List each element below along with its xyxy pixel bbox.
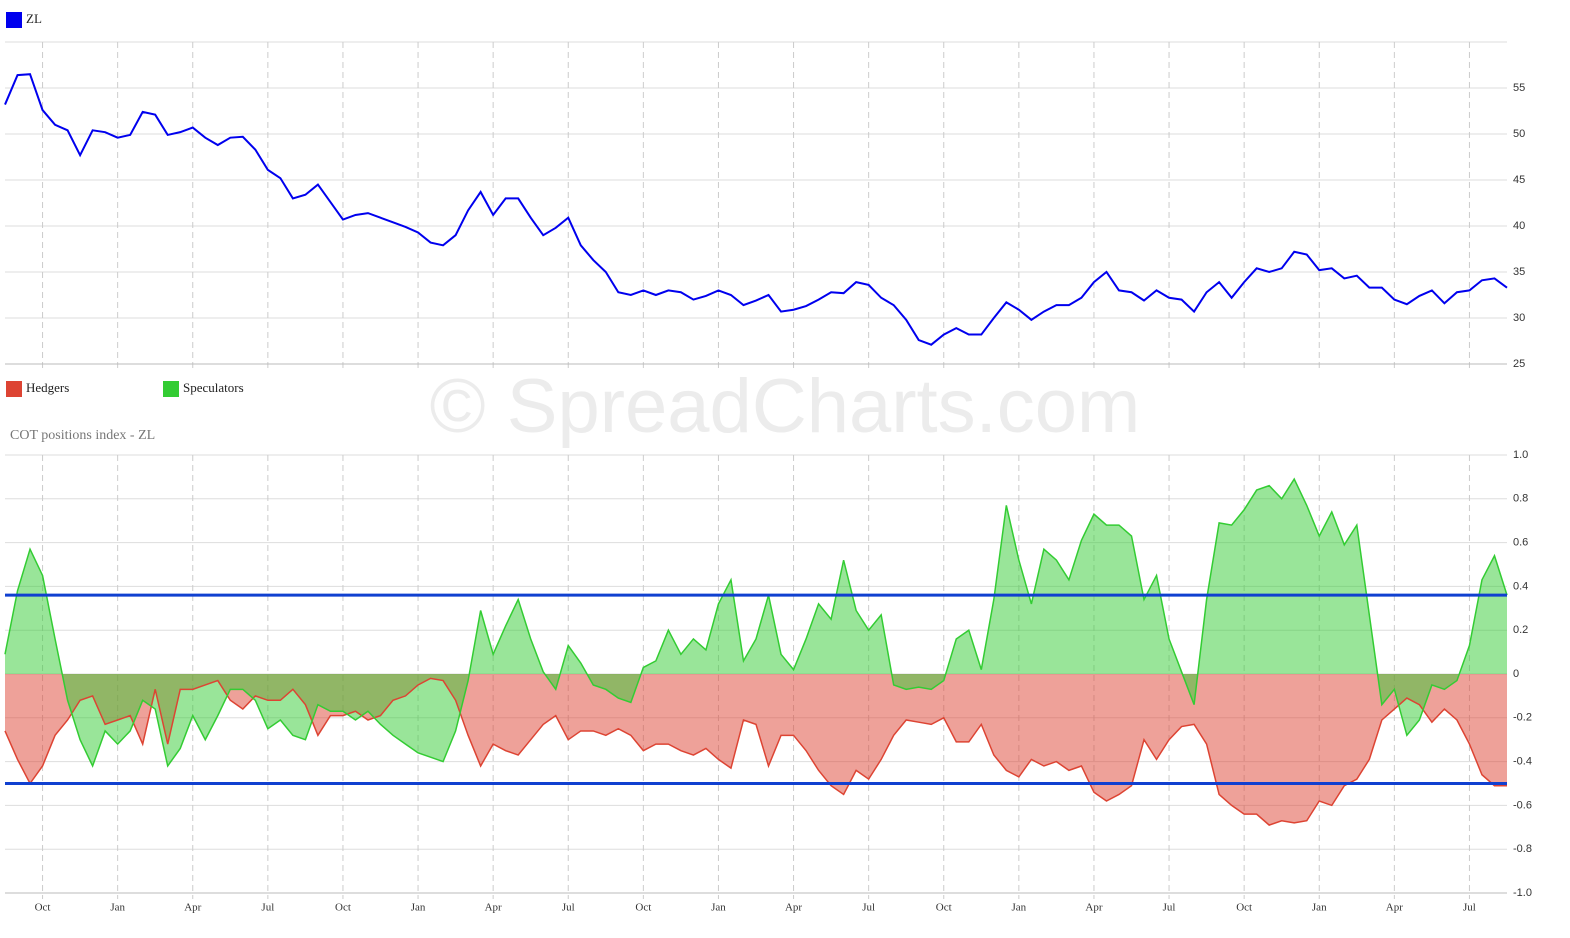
chart-title: COT positions index - ZL — [10, 428, 155, 443]
series-line — [4, 477, 1508, 768]
x-tick-label: Jul — [1463, 902, 1476, 914]
y-tick-label: 35 — [1513, 266, 1525, 278]
x-tick-label: Oct — [635, 902, 651, 914]
x-tick-label: Jul — [261, 902, 274, 914]
x-tick-label: Apr — [1085, 902, 1102, 914]
x-tick-label: Jul — [562, 902, 575, 914]
x-tick-label: Jul — [1163, 902, 1176, 914]
series-line — [4, 677, 1507, 826]
x-tick-label: Oct — [1236, 902, 1252, 914]
legend-swatch — [6, 12, 22, 28]
x-tick-label: Apr — [184, 902, 201, 914]
x-tick-label: Oct — [335, 902, 351, 914]
y-tick-label: 50 — [1513, 128, 1525, 140]
y-tick-label: -0.6 — [1513, 799, 1532, 811]
x-tick-label: Jan — [411, 902, 426, 914]
y-tick-label: 0 — [1513, 668, 1519, 680]
y-tick-label: 0.2 — [1513, 624, 1528, 636]
y-tick-label: -0.2 — [1513, 712, 1532, 724]
legend-label: Speculators — [183, 380, 244, 395]
y-tick-label: 30 — [1513, 312, 1525, 324]
x-tick-label: Apr — [785, 902, 802, 914]
y-tick-label: -1.0 — [1513, 887, 1532, 899]
y-tick-label: 0.8 — [1513, 493, 1528, 505]
y-tick-label: 1.0 — [1513, 449, 1528, 461]
y-tick-label: 45 — [1513, 174, 1525, 186]
series-area — [5, 674, 1507, 826]
x-tick-label: Jan — [110, 902, 125, 914]
y-tick-label: -0.4 — [1513, 756, 1532, 768]
x-tick-label: Apr — [1386, 902, 1403, 914]
x-tick-label: Jan — [1012, 902, 1027, 914]
series-line — [4, 73, 1508, 346]
legend-swatch — [163, 381, 179, 397]
y-tick-label: 25 — [1513, 358, 1525, 370]
x-tick-label: Apr — [485, 902, 502, 914]
x-tick-label: Oct — [35, 902, 51, 914]
watermark: © SpreadCharts.com — [430, 364, 1141, 449]
x-tick-label: Jul — [862, 902, 875, 914]
legend-label: Hedgers — [26, 380, 69, 395]
y-tick-label: 40 — [1513, 220, 1525, 232]
y-tick-label: 0.4 — [1513, 580, 1528, 592]
y-tick-label: -0.8 — [1513, 843, 1532, 855]
y-tick-label: 0.6 — [1513, 537, 1528, 549]
legend-swatch — [6, 381, 22, 397]
legend-label: ZL — [26, 11, 42, 26]
x-tick-label: Oct — [936, 902, 952, 914]
x-tick-label: Jan — [1312, 902, 1327, 914]
series-area — [5, 479, 1507, 766]
y-tick-label: 55 — [1513, 82, 1525, 94]
x-tick-label: Jan — [711, 902, 726, 914]
